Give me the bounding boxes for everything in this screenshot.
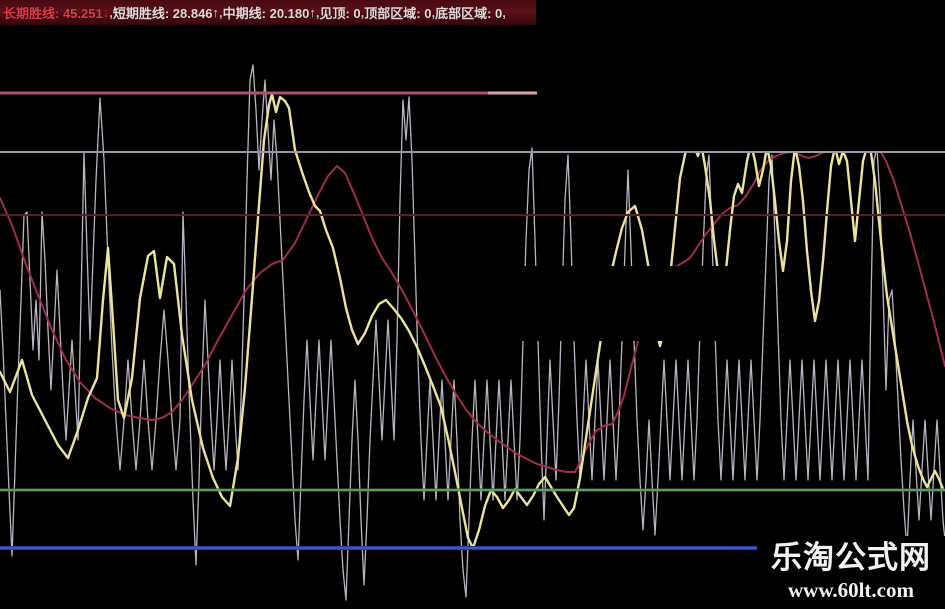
trend-arrow-icon: ↑ (212, 5, 220, 20)
censor-top-right (533, 25, 945, 151)
separator: , (431, 5, 436, 20)
separator: , (315, 5, 320, 20)
watermark-site-name: 乐淘公式网 (771, 540, 931, 575)
indicator-item: 长期胜线: 45.251 (3, 6, 103, 21)
watermark-site-url: www.60lt.com (788, 578, 914, 602)
trend-arrow-icon: ↓ (102, 5, 110, 20)
indicator-item: 短期胜线: 28.846 (112, 6, 213, 21)
indicator-item: 底部区域: 0 (435, 6, 503, 21)
censor-mid-right (430, 266, 758, 341)
separator: , (219, 5, 223, 20)
indicator-item: 顶部区域: 0 (364, 6, 432, 21)
indicator-item: 中期线: 20.180 (222, 6, 310, 21)
watermark: 乐淘公式网 www.60lt.com (757, 536, 945, 609)
trend-arrow-icon: ↑ (309, 5, 316, 20)
series-长期胜线-red (0, 141, 945, 473)
separator: , (502, 5, 506, 20)
indicator-header: 长期胜线: 45.251 ↓, 短期胜线: 28.846 ↑, 中期线: 20.18… (0, 0, 536, 25)
separator: , (360, 5, 365, 20)
series-中期线-yellow (0, 92, 945, 550)
separator: , (109, 5, 113, 20)
series-短期胜线-gray (0, 64, 945, 601)
indicator-item: 见顶: 0 (319, 6, 361, 21)
